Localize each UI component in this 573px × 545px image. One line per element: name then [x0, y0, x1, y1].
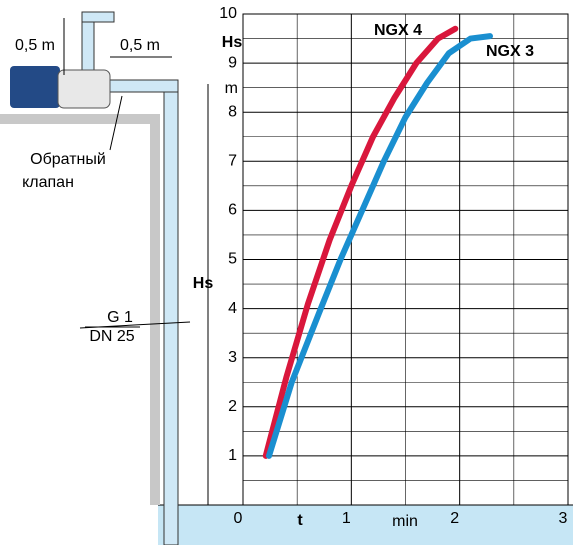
- y-tick-label: 7: [228, 153, 237, 170]
- annotation: 0,5 m: [15, 37, 55, 54]
- series-line: [266, 29, 456, 456]
- pump-body: [58, 70, 110, 108]
- y-tick-label: 1: [228, 447, 237, 464]
- pump-motor: [10, 66, 60, 108]
- annotation: клапан: [22, 174, 74, 191]
- y-tick-label: 9: [228, 54, 237, 71]
- annotation: DN 25: [89, 328, 134, 345]
- discharge-pipe: [82, 14, 94, 72]
- annotation: Обратный: [30, 151, 106, 168]
- x-axis-label: t: [297, 512, 303, 529]
- series-line: [269, 36, 490, 456]
- series-label: NGX 3: [486, 43, 534, 60]
- x-tick-label: 0: [234, 510, 243, 527]
- well-wall: [150, 114, 160, 505]
- suction-pipe: [164, 84, 178, 545]
- pipe-horizontal: [110, 80, 178, 92]
- series-label: NGX 4: [374, 22, 422, 39]
- x-tick-label: 3: [559, 510, 568, 527]
- water: [158, 505, 573, 545]
- annotation: Hs: [193, 275, 214, 292]
- annotation: 0,5 m: [120, 37, 160, 54]
- ground: [0, 114, 160, 124]
- y-tick-label: 2: [228, 398, 237, 415]
- y-tick-label: 6: [228, 202, 237, 219]
- y-tick-label: 3: [228, 349, 237, 366]
- chart: 1 2 3 4 5 6 7 8 9 10 0 1 2 3 t min Hs m NGX 4 NGX 3 0,5 m 0,5…: [0, 0, 573, 545]
- x-tick-label: 2: [450, 510, 459, 527]
- y-axis-label: Hs: [222, 34, 243, 51]
- x-tick-label: 1: [342, 510, 351, 527]
- y-tick-label: 10: [219, 5, 237, 22]
- discharge-outlet: [82, 12, 114, 22]
- y-tick-label: 8: [228, 103, 237, 120]
- y-axis-unit: m: [225, 80, 238, 97]
- annotation: G 1: [107, 309, 133, 326]
- x-axis-unit: min: [392, 513, 418, 530]
- y-tick-label: 4: [228, 300, 237, 317]
- y-tick-label: 5: [228, 251, 237, 268]
